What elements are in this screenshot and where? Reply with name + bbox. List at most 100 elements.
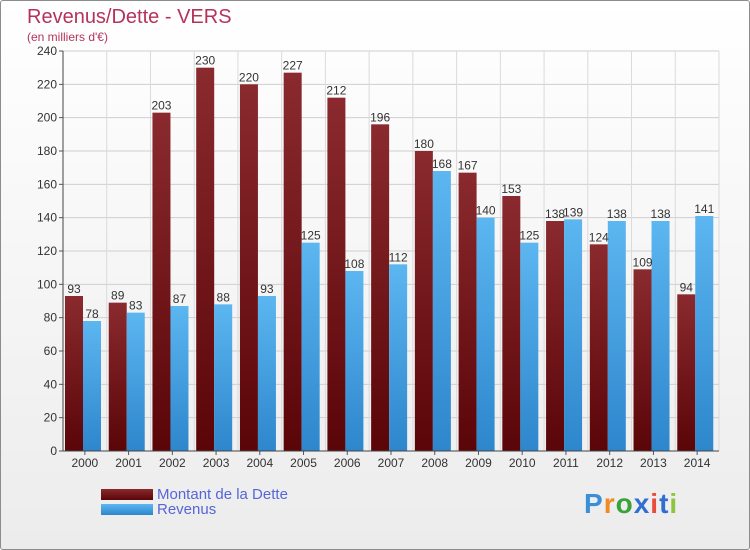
x-tick-label: 2005 (290, 456, 317, 470)
x-tick-label: 2011 (553, 456, 579, 470)
bar-dette (152, 112, 171, 452)
x-tick-label: 2002 (159, 456, 186, 470)
bar-revenus (83, 321, 101, 451)
bar-revenus (651, 221, 670, 451)
bar-revenus (126, 312, 145, 451)
x-tick-label: 2001 (115, 456, 142, 470)
y-tick-label: 240 (37, 44, 57, 58)
bar-dette (458, 172, 477, 451)
x-tick-label: 2007 (378, 456, 405, 470)
proxiti-logo: Proxiti (584, 488, 678, 520)
y-tick-label: 180 (37, 144, 57, 158)
y-tick-label: 120 (37, 244, 57, 258)
bar-revenus (695, 216, 714, 451)
data-label-revenus: 78 (85, 307, 99, 321)
legend-label-dette: Montant de la Dette (157, 486, 288, 503)
x-tick-label: 2003 (203, 456, 230, 470)
data-label-dette: 138 (545, 207, 565, 221)
bar-dette (677, 294, 696, 451)
bar-revenus (607, 221, 626, 451)
bar-revenus (345, 271, 364, 451)
bar-dette (502, 196, 521, 451)
y-tick-label: 200 (37, 111, 57, 125)
data-label-revenus: 125 (301, 229, 321, 243)
y-tick-label: 140 (37, 211, 57, 225)
data-label-revenus: 138 (607, 207, 627, 221)
data-label-dette: 212 (326, 84, 346, 98)
x-tick-label: 2008 (421, 456, 448, 470)
x-tick-label: 2013 (640, 456, 667, 470)
bar-revenus (564, 219, 583, 451)
data-label-revenus: 112 (389, 250, 408, 264)
data-label-dette: 220 (239, 70, 259, 84)
bar-revenus (476, 217, 495, 451)
x-tick-label: 2004 (246, 456, 273, 470)
logo-letter: t (659, 488, 670, 519)
logo-letter: r (603, 488, 616, 519)
legend-item-revenus: Revenus (101, 501, 288, 518)
bar-dette (371, 124, 390, 451)
data-label-dette: 153 (501, 182, 521, 196)
y-tick-label: 80 (44, 311, 58, 325)
data-label-revenus: 88 (217, 290, 231, 304)
legend-item-dette: Montant de la Dette (101, 486, 288, 503)
data-label-revenus: 140 (476, 204, 496, 218)
y-tick-label: 160 (37, 177, 57, 191)
bar-dette (283, 72, 302, 452)
data-label-dette: 89 (111, 289, 125, 303)
data-label-dette: 109 (633, 255, 653, 269)
bar-dette (633, 269, 652, 451)
logo-letter: x (633, 488, 651, 519)
bar-revenus (520, 242, 539, 451)
data-label-revenus: 138 (651, 207, 671, 221)
data-label-revenus: 141 (694, 202, 714, 216)
bar-revenus (214, 304, 233, 451)
logo-letter: P (584, 488, 604, 519)
bar-dette (239, 84, 258, 451)
data-label-revenus: 87 (173, 292, 187, 306)
data-label-dette: 203 (151, 99, 171, 113)
x-tick-label: 2006 (334, 456, 361, 470)
x-tick-label: 2010 (509, 456, 536, 470)
bar-revenus (432, 171, 451, 451)
bar-dette (196, 67, 215, 452)
data-label-revenus: 93 (260, 282, 274, 296)
bar-dette (546, 221, 565, 451)
y-tick-label: 60 (44, 344, 58, 358)
data-label-dette: 94 (680, 280, 694, 294)
y-tick-label: 100 (37, 277, 57, 291)
data-label-dette: 93 (67, 282, 81, 296)
data-label-revenus: 125 (519, 229, 539, 243)
bar-dette (327, 97, 346, 452)
y-tick-label: 40 (44, 377, 58, 391)
bar-revenus (389, 264, 408, 451)
bar-revenus (301, 242, 320, 451)
data-label-revenus: 168 (432, 157, 452, 171)
data-label-dette: 230 (195, 54, 215, 68)
y-tick-label: 0 (50, 444, 57, 458)
x-tick-label: 2014 (684, 456, 711, 470)
legend-label-revenus: Revenus (157, 501, 217, 518)
chart-subtitle: (en milliers d'€) (27, 30, 108, 44)
x-tick-label: 2000 (72, 456, 99, 470)
bar-revenus (257, 296, 276, 451)
bar-dette (414, 151, 433, 451)
bar-dette (589, 244, 608, 451)
logo-letter: o (615, 488, 634, 519)
data-label-dette: 180 (414, 137, 434, 151)
logo-letter: i (669, 488, 679, 519)
legend-swatch-revenus (101, 504, 153, 515)
data-label-revenus: 83 (129, 299, 143, 313)
bar-dette (65, 296, 83, 451)
bar-dette (108, 302, 127, 451)
y-tick-label: 20 (44, 411, 58, 425)
x-tick-label: 2012 (596, 456, 623, 470)
data-label-dette: 167 (458, 159, 478, 173)
x-tick-label: 2009 (465, 456, 492, 470)
data-label-dette: 124 (589, 230, 609, 244)
legend-swatch-dette (101, 489, 153, 500)
legend: Montant de la Dette Revenus (101, 486, 288, 518)
data-label-dette: 227 (283, 59, 303, 73)
